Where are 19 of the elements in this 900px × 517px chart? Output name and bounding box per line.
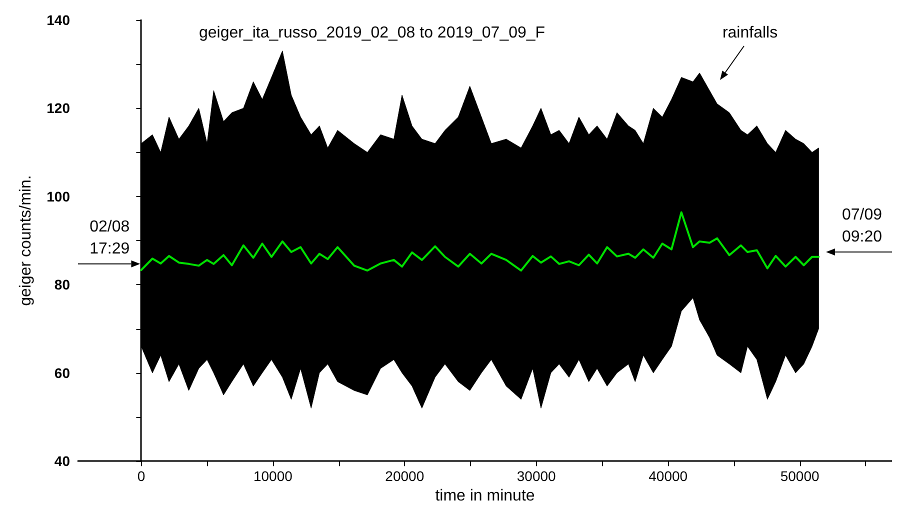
chart-title: geiger_ita_russo_2019_02_08 to 2019_07_09_F bbox=[199, 24, 546, 42]
x-tick-label: 40000 bbox=[648, 468, 688, 484]
x-axis-title: time in minute bbox=[435, 488, 535, 504]
x-tick-label: 30000 bbox=[516, 468, 556, 484]
y-tick-label: 60 bbox=[54, 364, 70, 381]
y-tick-label: 140 bbox=[46, 12, 70, 28]
x-tick-label: 10000 bbox=[253, 468, 293, 484]
annotation: 02/08 17:29 bbox=[90, 218, 130, 258]
y-tick-label: 100 bbox=[46, 188, 70, 204]
y-tick-label: 80 bbox=[54, 276, 70, 293]
x-tick-label: 0 bbox=[137, 468, 146, 484]
x-tick-label: 50000 bbox=[780, 468, 820, 484]
line-series bbox=[140, 211, 820, 272]
annotation: 07/09 09:20 bbox=[842, 206, 882, 246]
y-tick-label: 120 bbox=[46, 100, 70, 116]
y-tick-label: 40 bbox=[54, 453, 70, 470]
y-axis-title: geiger counts/min. bbox=[18, 175, 34, 306]
annotation: rainfalls bbox=[722, 24, 778, 42]
x-tick-label: 20000 bbox=[385, 468, 424, 484]
